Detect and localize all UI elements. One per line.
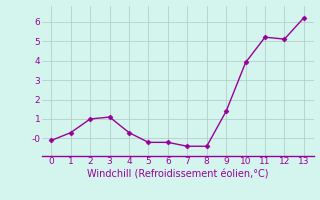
- X-axis label: Windchill (Refroidissement éolien,°C): Windchill (Refroidissement éolien,°C): [87, 169, 268, 179]
